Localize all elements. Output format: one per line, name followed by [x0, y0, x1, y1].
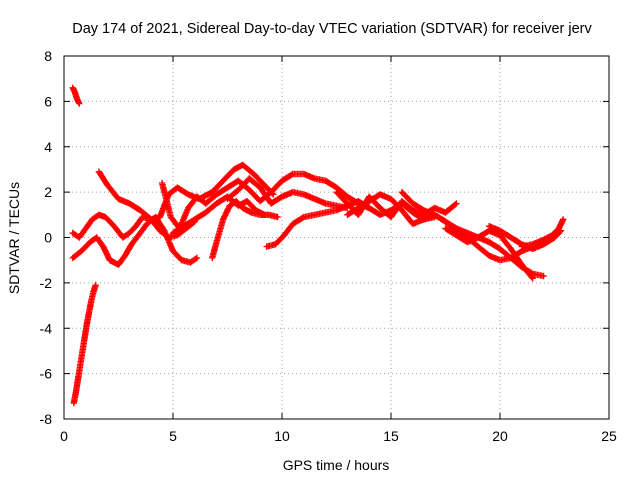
data-point-markers [169, 193, 268, 237]
y-tick-label: 6 [44, 93, 52, 109]
data-point-markers [224, 175, 351, 212]
series-arc-1 [69, 84, 83, 107]
data-point-markers [209, 198, 281, 262]
series-arc-8 [169, 193, 268, 237]
data-point-markers [158, 170, 373, 232]
series-arc-7 [209, 198, 281, 262]
grid-layer [64, 56, 609, 419]
data-point-markers [70, 281, 99, 407]
series-arc-9 [224, 175, 351, 212]
series-arc-6 [158, 170, 373, 232]
series-arc-14 [442, 225, 536, 282]
series-arc-16 [518, 216, 567, 250]
y-tick-label: 2 [44, 184, 52, 200]
x-tick-label: 5 [169, 428, 177, 444]
chart-title: Day 174 of 2021, Sidereal Day-to-day VTE… [72, 21, 592, 37]
x-tick-label: 0 [60, 428, 68, 444]
y-axis-label: SDTVAR / TECUs [6, 182, 22, 294]
x-axis-label: GPS time / hours [283, 457, 390, 473]
data-point-markers [69, 84, 83, 107]
series-arc-5 [95, 161, 277, 223]
y-tick-label: 8 [44, 48, 52, 64]
tick-layer: -8 -6 -4 -2 0 2 4 6 8 0 5 10 15 20 25 [40, 48, 617, 444]
y-tick-label: -8 [40, 411, 53, 427]
data-point-markers [518, 216, 567, 250]
y-tick-label: 4 [44, 139, 52, 155]
y-tick-label: -2 [40, 275, 53, 291]
x-tick-label: 15 [383, 428, 399, 444]
data-layer [69, 84, 567, 407]
y-tick-label: -4 [40, 320, 53, 336]
series-arc-2 [70, 281, 99, 407]
y-tick-label: 0 [44, 230, 52, 246]
data-point-markers [95, 161, 277, 223]
x-tick-label: 25 [601, 428, 617, 444]
data-point-markers [442, 225, 536, 282]
y-tick-label: -6 [40, 366, 53, 382]
x-tick-label: 20 [492, 428, 508, 444]
x-tick-label: 10 [274, 428, 290, 444]
